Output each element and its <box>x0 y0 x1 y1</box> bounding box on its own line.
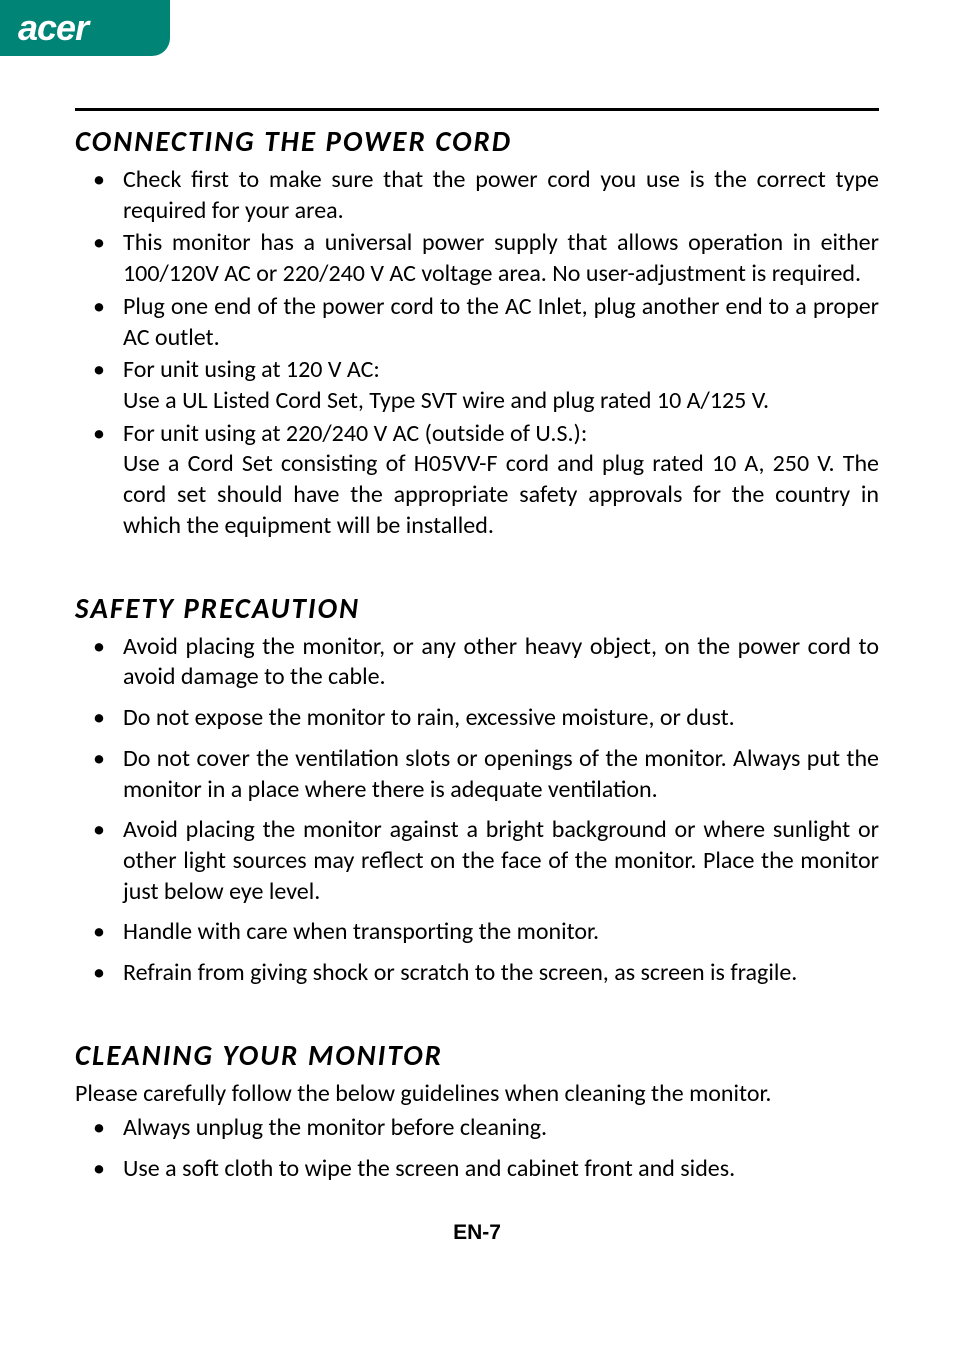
section-safety: SAFETY PRECAUTION Avoid placing the moni… <box>75 590 879 989</box>
list-item: Do not cover the ventilation slots or op… <box>75 744 879 805</box>
list-item: This monitor has a universal power suppl… <box>75 228 879 289</box>
list-item: Always unplug the monitor before cleanin… <box>75 1113 879 1144</box>
section-heading: SAFETY PRECAUTION <box>75 590 879 626</box>
top-divider <box>75 108 879 111</box>
section-heading: CLEANING YOUR MONITOR <box>75 1037 879 1073</box>
section-power-cord: CONNECTING THE POWER CORD Check first to… <box>75 123 879 542</box>
bullet-list: Always unplug the monitor before cleanin… <box>75 1113 879 1184</box>
list-item: Refrain from giving shock or scratch to … <box>75 958 879 989</box>
section-intro: Please carefully follow the below guidel… <box>75 1079 879 1109</box>
brand-logo: acer <box>18 7 88 49</box>
list-item: Handle with care when transporting the m… <box>75 917 879 948</box>
list-item: Use a soft cloth to wipe the screen and … <box>75 1154 879 1185</box>
list-item: Avoid placing the monitor against a brig… <box>75 815 879 907</box>
list-item: Plug one end of the power cord to the AC… <box>75 292 879 353</box>
bullet-list: Check first to make sure that the power … <box>75 165 879 542</box>
section-cleaning: CLEANING YOUR MONITOR Please carefully f… <box>75 1037 879 1184</box>
list-item: For unit using at 220/240 V AC (outside … <box>75 419 879 542</box>
list-item: Avoid placing the monitor, or any other … <box>75 632 879 693</box>
bullet-list: Avoid placing the monitor, or any other … <box>75 632 879 989</box>
list-item: For unit using at 120 V AC:Use a UL List… <box>75 355 879 416</box>
brand-tab: acer <box>0 0 170 56</box>
section-heading: CONNECTING THE POWER CORD <box>75 123 879 159</box>
page-content: CONNECTING THE POWER CORD Check first to… <box>75 108 879 1232</box>
list-item: Do not expose the monitor to rain, exces… <box>75 703 879 734</box>
page-number: EN-7 <box>0 1221 954 1245</box>
list-item: Check first to make sure that the power … <box>75 165 879 226</box>
